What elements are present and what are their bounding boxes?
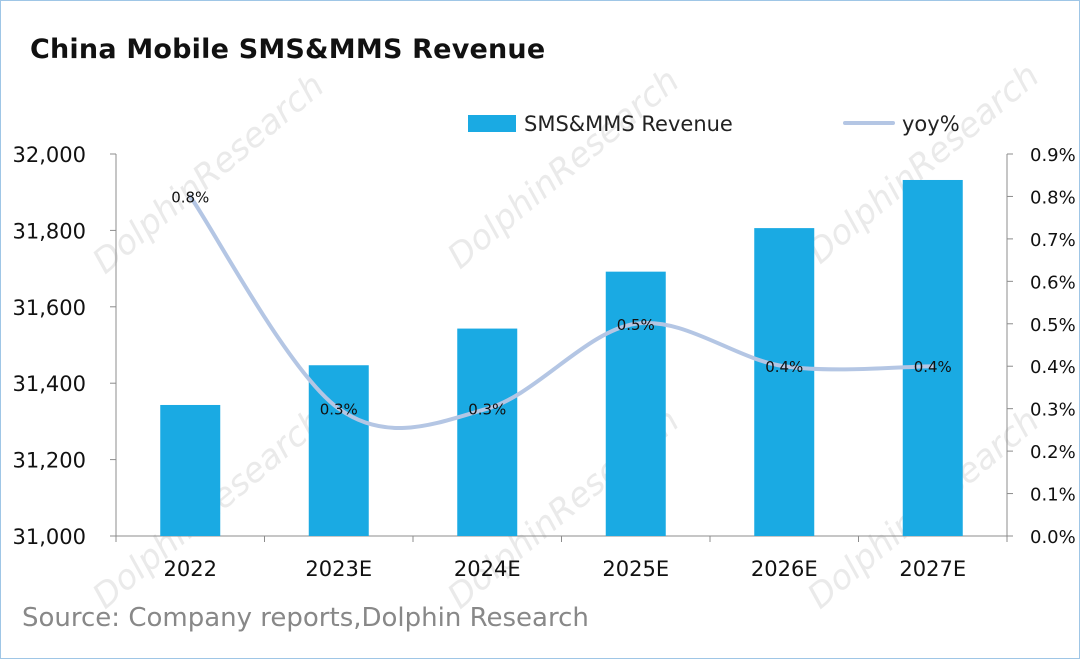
yoy-data-label: 0.3% — [320, 401, 358, 419]
yoy-line — [188, 194, 935, 430]
bar-2025E — [605, 271, 666, 536]
yoy-data-label: 0.8% — [171, 188, 209, 206]
left-tick-label: 31,200 — [13, 449, 86, 473]
left-tick-label: 32,000 — [13, 143, 86, 167]
yoy-line-series: 0.8% 0.3% 0.3% 0.5% 0.4% 0.4% — [171, 188, 952, 430]
bar-2024E — [457, 328, 518, 536]
right-tick-label: 0.6% — [1030, 272, 1076, 293]
bar-2022 — [160, 404, 221, 536]
right-tick-label: 0.8% — [1030, 187, 1076, 208]
source-note: Source: Company reports,Dolphin Research — [22, 603, 589, 633]
legend: SMS&MMS Revenue yoy% — [468, 112, 960, 136]
right-tick-label: 0.7% — [1030, 230, 1076, 251]
right-tick-label: 0.0% — [1030, 527, 1076, 548]
right-tick-label: 0.9% — [1030, 145, 1076, 166]
legend-line-label: yoy% — [902, 112, 960, 136]
x-tick-label: 2025E — [602, 557, 669, 581]
left-axis-labels: 31,000 31,200 31,400 31,600 31,800 32,000 — [13, 143, 86, 549]
yoy-data-label: 0.3% — [468, 401, 506, 419]
left-tick-label: 31,800 — [13, 219, 86, 243]
axes — [110, 153, 1013, 542]
yoy-data-label: 0.4% — [765, 358, 803, 376]
left-tick-label: 31,600 — [13, 296, 86, 320]
chart-title: China Mobile SMS&MMS Revenue — [30, 34, 546, 65]
right-tick-label: 0.4% — [1030, 357, 1076, 378]
left-tick-label: 31,000 — [13, 525, 86, 549]
legend-bar-label: SMS&MMS Revenue — [524, 112, 733, 136]
bar-2027E — [902, 179, 963, 536]
x-tick-label: 2024E — [454, 557, 521, 581]
x-tick-label: 2027E — [899, 557, 966, 581]
svg-text:DolphinResearch: DolphinResearch — [85, 66, 332, 282]
watermark: DolphinResearch DolphinResearch DolphinR… — [85, 56, 1047, 617]
x-axis-labels: 2022 2023E 2024E 2025E 2026E 2027E — [164, 557, 967, 581]
left-tick-label: 31,400 — [13, 372, 86, 396]
x-tick-label: 2026E — [751, 557, 818, 581]
right-tick-label: 0.1% — [1030, 485, 1076, 506]
right-tick-label: 0.5% — [1030, 315, 1076, 336]
yoy-data-label: 0.5% — [617, 316, 655, 334]
svg-text:DolphinResearch: DolphinResearch — [440, 61, 687, 277]
right-tick-label: 0.3% — [1030, 400, 1076, 421]
bar-2023E — [308, 365, 369, 536]
bar-2026E — [754, 228, 815, 536]
bar-series — [160, 179, 963, 536]
right-tick-label: 0.2% — [1030, 442, 1076, 463]
x-tick-label: 2022 — [164, 557, 217, 581]
yoy-data-label: 0.4% — [914, 358, 952, 376]
x-tick-label: 2023E — [305, 557, 372, 581]
legend-bar-swatch — [468, 115, 516, 132]
right-axis-labels: 0.0% 0.1% 0.2% 0.3% 0.4% 0.5% 0.6% 0.7% 0.8% 0.9% — [1030, 145, 1076, 548]
